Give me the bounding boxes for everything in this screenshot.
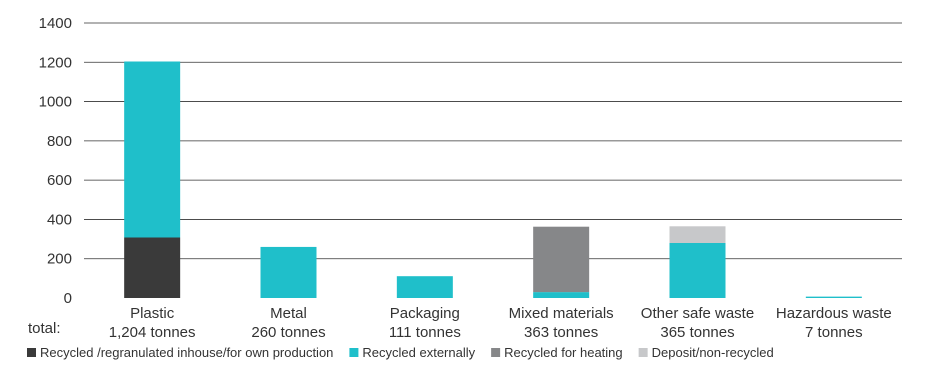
bars	[124, 61, 862, 298]
bar-segment	[669, 243, 726, 298]
legend-swatch	[491, 348, 501, 357]
bar-segment	[533, 292, 590, 298]
legend: Recycled /regranulated inhouse/for own p…	[27, 345, 774, 360]
y-axis-tick-labels: 0 200 400 600 800 1000 1200 1400	[39, 15, 72, 307]
bar-segment	[533, 226, 590, 293]
x-category-label: Other safe waste	[641, 305, 754, 322]
x-total-label: 1,204 tonnes	[109, 324, 196, 341]
x-total-label: 111 tonnes	[389, 324, 461, 341]
y-tick-label: 1200	[39, 54, 72, 71]
y-tick-label: 1400	[39, 15, 72, 32]
legend-label: Recycled externally	[362, 345, 475, 360]
bar-segment	[124, 237, 181, 298]
legend-swatch	[638, 348, 648, 357]
legend-swatch	[27, 348, 36, 357]
y-tick-label: 600	[47, 172, 72, 189]
bar-segment	[669, 226, 726, 243]
x-total-label: 7 tonnes	[805, 324, 863, 341]
x-category-label: Packaging	[390, 305, 460, 322]
legend-swatch	[349, 348, 359, 357]
total-prefix-label: total:	[28, 320, 61, 337]
x-total-label: 260 tonnes	[251, 324, 325, 341]
x-category-label: Hazardous waste	[776, 305, 892, 322]
bar-segment	[260, 246, 317, 298]
x-category-label: Metal	[270, 305, 307, 322]
bar-segment	[396, 276, 453, 298]
bar-segment	[124, 61, 181, 238]
x-total-label: 365 tonnes	[660, 324, 734, 341]
y-tick-label: 0	[64, 290, 72, 307]
x-category-label: Mixed materials	[509, 305, 614, 322]
y-tick-label: 400	[47, 211, 72, 228]
x-category-label: Plastic	[130, 305, 175, 322]
y-gridlines	[84, 22, 902, 260]
legend-label: Recycled for heating	[504, 345, 623, 360]
bar-segment	[805, 296, 862, 298]
y-tick-label: 200	[47, 251, 72, 268]
legend-label: Deposit/non-recycled	[652, 345, 774, 360]
y-tick-label: 800	[47, 133, 72, 150]
y-tick-label: 1000	[39, 94, 72, 111]
legend-label: Recycled /regranulated inhouse/for own p…	[40, 345, 333, 360]
x-axis-category-labels: total: Plastic 1,204 tonnes Metal 260 tonne…	[28, 305, 892, 341]
x-total-label: 363 tonnes	[524, 324, 598, 341]
